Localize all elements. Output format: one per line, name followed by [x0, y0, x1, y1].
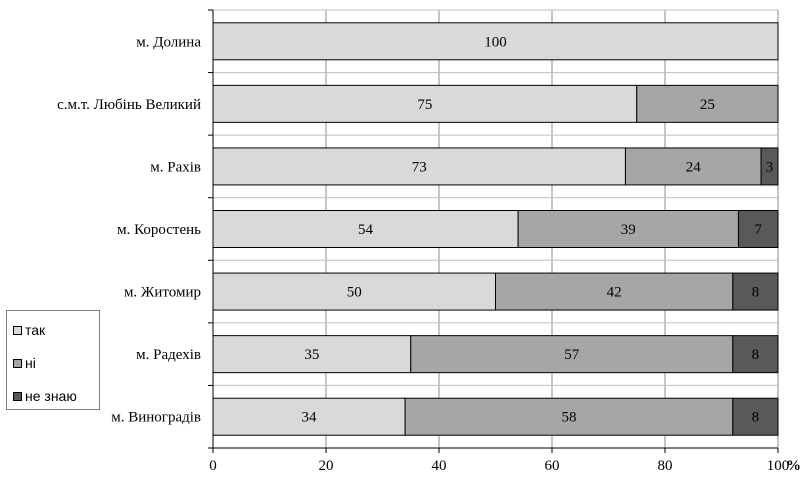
- bar-segment: [624, 147, 762, 186]
- legend-item-no: ні: [13, 355, 36, 371]
- legend-label-yes: так: [25, 322, 46, 338]
- x-axis-unit-label: %: [786, 458, 801, 474]
- category-label: м. Житомир: [124, 285, 201, 301]
- legend-item-dont-know: не знаю: [13, 388, 77, 404]
- data-label: 3: [766, 159, 774, 175]
- x-tick-label: 100: [767, 458, 790, 474]
- data-label: 58: [561, 410, 576, 426]
- category-label: м. Рахів: [150, 159, 201, 175]
- bar-segment: [212, 22, 779, 61]
- data-label: 73: [412, 159, 427, 175]
- x-tick-label: 20: [319, 458, 334, 474]
- data-label: 57: [564, 347, 580, 363]
- data-label: 100: [484, 34, 507, 50]
- axes: [208, 9, 779, 453]
- data-label: 34: [302, 410, 318, 426]
- data-label: 42: [607, 285, 622, 301]
- bar-segment: [517, 210, 739, 248]
- data-label: 39: [621, 222, 636, 238]
- legend-label-no: ні: [25, 355, 36, 371]
- bar-segment: [212, 84, 638, 123]
- data-label: 75: [417, 97, 432, 113]
- bar-segment: [732, 335, 779, 374]
- data-label: 7: [754, 222, 762, 238]
- x-tick-label: 60: [545, 458, 560, 474]
- x-tick-label: 80: [658, 458, 673, 474]
- legend-item-yes: так: [13, 322, 45, 338]
- data-label: 35: [304, 347, 319, 363]
- legend-swatch-dont-know: [13, 391, 22, 401]
- data-label: 24: [686, 159, 702, 175]
- data-label: 8: [752, 347, 760, 363]
- category-label: м. Коростень: [117, 222, 201, 238]
- data-label: 8: [752, 410, 760, 426]
- data-label: 8: [752, 285, 760, 301]
- bar-segment: [212, 397, 406, 436]
- x-tick-label: 40: [432, 458, 447, 474]
- bar-segment: [737, 210, 779, 248]
- bars: [212, 22, 779, 436]
- bar-segment: [410, 335, 734, 374]
- data-label: 54: [358, 222, 374, 238]
- data-label: 50: [347, 285, 362, 301]
- bar-segment: [495, 272, 734, 311]
- legend-swatch-yes: [13, 325, 22, 335]
- category-label: м. Радехів: [136, 347, 201, 363]
- bar-segment: [636, 84, 779, 123]
- bar-segment: [212, 272, 496, 311]
- category-label: м. Виноградів: [111, 410, 201, 426]
- legend: так ні не знаю: [6, 310, 100, 410]
- x-tick-label: 0: [209, 458, 217, 474]
- bar-segment: [212, 147, 626, 186]
- category-label: м. Долина: [136, 34, 201, 50]
- bar-segment: [760, 147, 779, 186]
- bar-segment: [732, 397, 779, 436]
- bar-segment: [212, 335, 412, 374]
- legend-label-dont-know: не знаю: [25, 388, 77, 404]
- bar-segment: [404, 397, 734, 436]
- category-label: с.м.т. Любінь Великий: [57, 97, 201, 113]
- bar-segment: [732, 272, 779, 311]
- data-label: 25: [700, 97, 715, 113]
- legend-swatch-no: [13, 358, 22, 368]
